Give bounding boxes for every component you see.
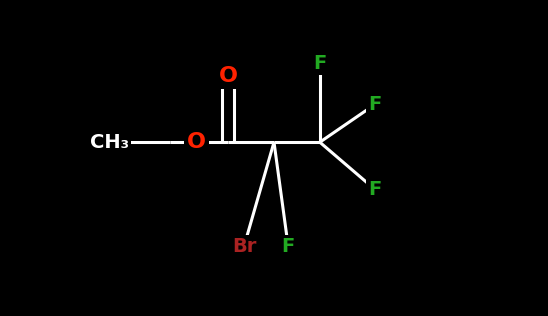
Text: O: O [219,66,238,86]
Text: F: F [368,180,382,199]
Text: F: F [313,54,327,73]
Text: O: O [187,132,206,152]
Text: Br: Br [232,237,256,256]
Text: CH₃: CH₃ [90,133,129,152]
Text: F: F [282,237,295,256]
Text: F: F [368,95,382,114]
Text: CH₃: CH₃ [90,133,129,152]
Text: O: O [219,66,238,86]
